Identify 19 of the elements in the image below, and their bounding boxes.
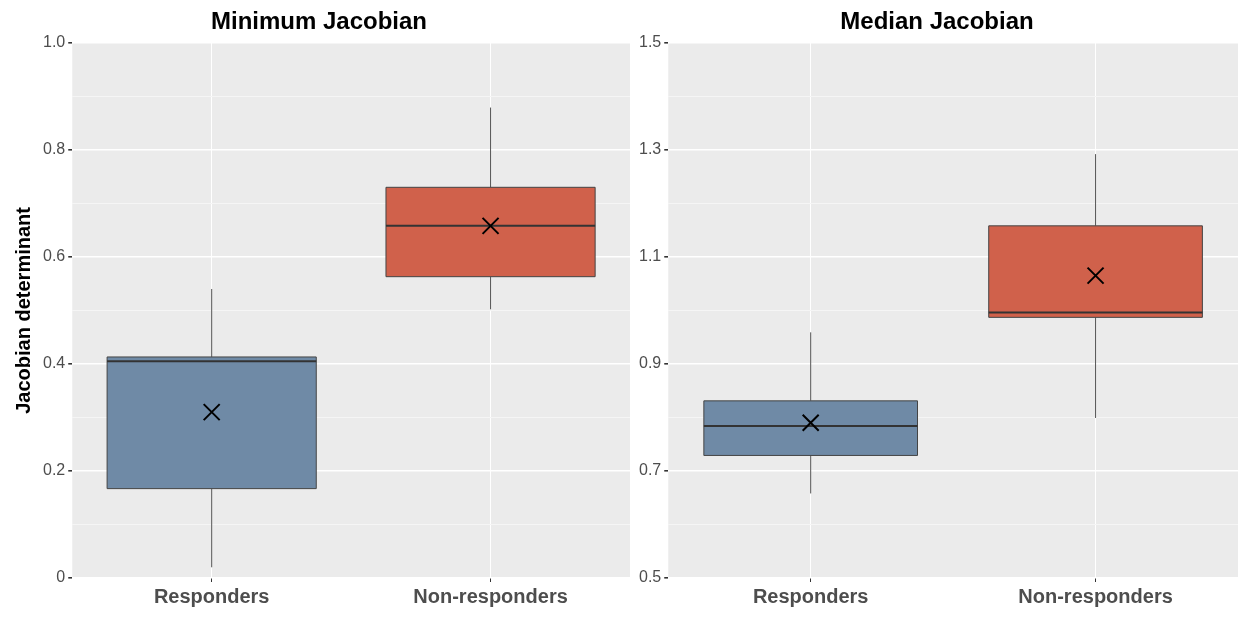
x-tick-label: Non-responders [1018,584,1173,607]
y-tick-label: 1.3 [638,140,662,158]
y-tick-label: 0 [56,568,66,586]
y-tick-label: 0.7 [638,461,662,479]
y-tick-label: 0.6 [42,247,66,265]
y-tick-label: 0.9 [638,354,662,372]
y-tick-label: 1.5 [638,33,662,51]
y-tick-label: 1.0 [42,33,66,51]
y-tick-label: 0.5 [638,568,662,586]
y-tick-label: 0.2 [42,461,66,479]
y-tick-label: 0.8 [42,140,66,158]
x-tick-label: Responders [153,584,270,607]
x-tick-label: Non-responders [413,584,568,607]
y-tick-label: 1.1 [638,247,662,265]
y-tick-label: 0.4 [42,354,66,372]
chart-title: Median Jacobian [840,7,1034,35]
y-axis-title: Jacobian determinant [11,206,34,414]
chart-title: Minimum Jacobian [210,7,428,35]
x-tick-label: Responders [752,584,869,607]
